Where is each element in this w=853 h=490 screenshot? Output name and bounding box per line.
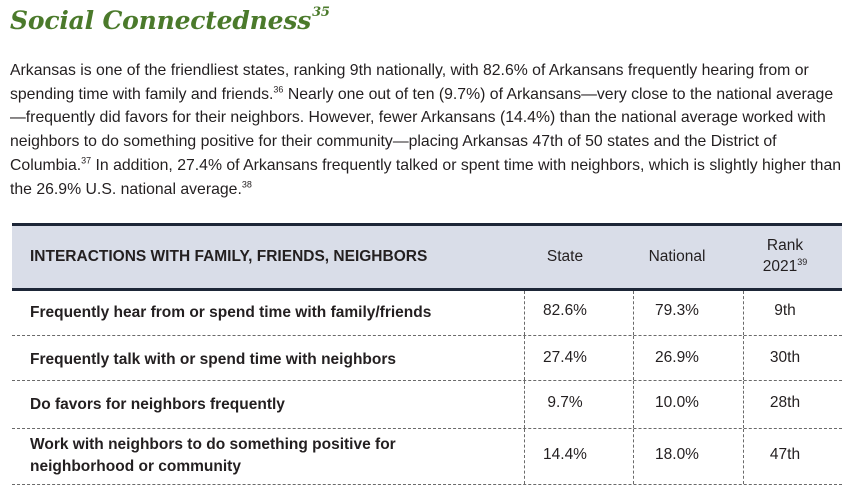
row-state-value: 27.4% <box>543 349 587 366</box>
column-divider <box>524 381 525 428</box>
row-national-value: 18.0% <box>655 446 699 463</box>
row-national-value: 10.0% <box>655 394 699 411</box>
footnote-ref: 37 <box>81 155 92 166</box>
footnote-ref: 39 <box>797 256 808 267</box>
column-divider <box>524 291 525 335</box>
table-row: Work with neighbors to do something posi… <box>12 429 842 485</box>
section-title: Social Connectedness <box>10 6 312 35</box>
header-rank-year: 2021 <box>762 258 798 275</box>
intro-text-part3: In addition, 27.4% of Arkansans frequent… <box>10 156 842 198</box>
table-row: Frequently hear from or spend time with … <box>12 291 842 336</box>
row-label: Do favors for neighbors frequently <box>30 396 285 413</box>
interactions-table: INTERACTIONS WITH FAMILY, FRIENDS, NEIGH… <box>12 223 842 485</box>
column-divider <box>633 291 634 335</box>
column-divider <box>743 381 744 428</box>
footnote-ref: 35 <box>312 4 330 20</box>
intro-text-part2: Nearly one out of ten (9.7%) of Arkansan… <box>10 85 834 174</box>
row-label: Frequently hear from or spend time with … <box>30 304 432 321</box>
footnote-ref: 36 <box>273 84 284 95</box>
header-national: National <box>648 248 706 265</box>
row-national-value: 79.3% <box>655 302 699 319</box>
header-rank: Rank 202139 <box>745 235 825 277</box>
footnote-ref: 38 <box>241 179 252 190</box>
table-row: Frequently talk with or spend time with … <box>12 336 842 381</box>
header-rank-line2: 202139 <box>745 256 825 277</box>
row-national-value: 26.9% <box>655 349 699 366</box>
table-header: INTERACTIONS WITH FAMILY, FRIENDS, NEIGH… <box>12 223 842 291</box>
header-state: State <box>546 248 584 265</box>
intro-paragraph: Arkansas is one of the friendliest state… <box>10 59 846 201</box>
column-divider <box>633 429 634 484</box>
row-rank-value: 28th <box>769 394 801 411</box>
row-label: Frequently talk with or spend time with … <box>30 351 397 368</box>
row-rank-value: 30th <box>769 349 801 366</box>
column-divider <box>743 336 744 380</box>
column-divider <box>524 336 525 380</box>
section-heading: Social Connectedness35 <box>10 4 330 35</box>
column-divider <box>743 291 744 335</box>
column-divider <box>633 336 634 380</box>
header-rank-line1: Rank <box>766 237 804 254</box>
intro-text-part1: Arkansas is one of the friendliest state… <box>10 62 809 103</box>
row-state-value: 14.4% <box>543 446 587 463</box>
column-divider <box>633 381 634 428</box>
table-row: Do favors for neighbors frequently 9.7% … <box>12 381 842 429</box>
row-rank-value: 47th <box>769 446 801 463</box>
row-state-value: 9.7% <box>547 394 583 411</box>
row-state-value: 82.6% <box>543 302 587 319</box>
row-rank-value: 9th <box>774 302 796 319</box>
column-divider <box>743 429 744 484</box>
row-label: Work with neighbors to do something posi… <box>30 436 396 475</box>
header-label: INTERACTIONS WITH FAMILY, FRIENDS, NEIGH… <box>30 248 428 265</box>
column-divider <box>524 429 525 484</box>
